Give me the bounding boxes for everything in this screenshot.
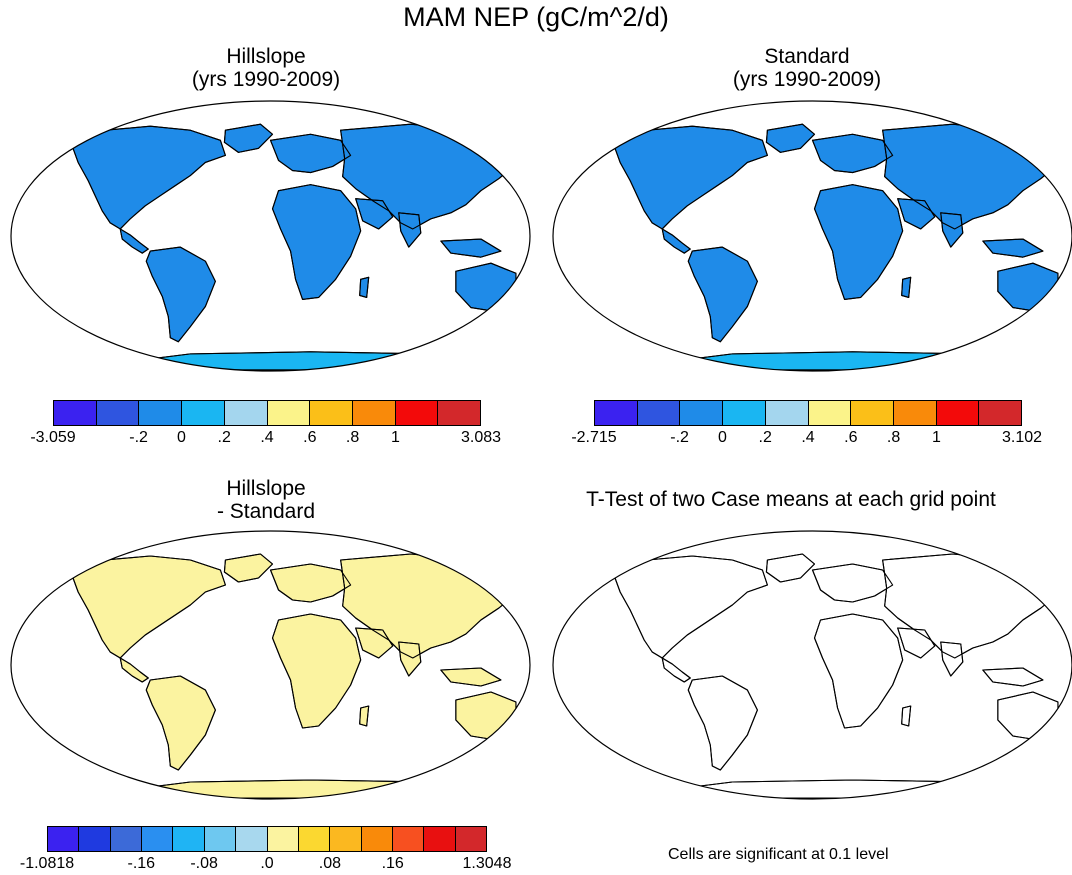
colorbar-tick-label: .4 bbox=[801, 429, 814, 447]
colorbar-tick-label: -1.0818 bbox=[20, 855, 74, 873]
colorbar-swatch bbox=[362, 827, 393, 851]
landmass-newZealand bbox=[520, 740, 527, 756]
colorbar-swatch bbox=[809, 401, 852, 425]
landmass-newZealand bbox=[1062, 312, 1069, 328]
colorbar-swatch bbox=[851, 401, 894, 425]
panel-title-line1: Hillslope bbox=[131, 45, 401, 68]
colorbar-tick-label: -.2 bbox=[670, 429, 689, 447]
colorbar-tick-label: -.2 bbox=[129, 429, 148, 447]
colorbar-swatch bbox=[456, 827, 486, 851]
panel-title-line2: - Standard bbox=[131, 500, 401, 523]
colorbar-swatch bbox=[299, 827, 330, 851]
colorbar-swatch bbox=[111, 827, 142, 851]
panel-title-line1: T-Test of two Case means at each grid po… bbox=[546, 488, 1036, 511]
colorbar-swatch bbox=[268, 827, 299, 851]
colorbar-difference bbox=[47, 826, 487, 852]
colorbar-tick-label: .4 bbox=[260, 429, 273, 447]
panel-title-line2: (yrs 1990-2009) bbox=[131, 68, 401, 91]
panel-title-ttest: T-Test of two Case means at each grid po… bbox=[546, 488, 1036, 511]
colorbar-swatch bbox=[680, 401, 723, 425]
panel-title-standard: Standard (yrs 1990-2009) bbox=[672, 45, 942, 91]
map-difference bbox=[10, 530, 531, 800]
colorbar-swatch bbox=[894, 401, 937, 425]
landmass-newZealand bbox=[520, 312, 527, 328]
colorbar-tick-label: .6 bbox=[303, 429, 316, 447]
colorbar-swatch bbox=[766, 401, 809, 425]
colorbar-tick-label: .0 bbox=[260, 855, 273, 873]
colorbar-tick-label: 1 bbox=[932, 429, 941, 447]
colorbar-swatch bbox=[310, 401, 353, 425]
colorbar-swatch bbox=[142, 827, 173, 851]
colorbar-tick-label: -2.715 bbox=[571, 429, 616, 447]
colorbar-swatch bbox=[424, 827, 455, 851]
colorbar-tick-label: -.08 bbox=[190, 855, 218, 873]
colorbar-swatch bbox=[330, 827, 361, 851]
colorbar-swatch bbox=[225, 401, 268, 425]
colorbar-swatch bbox=[393, 827, 424, 851]
colorbar-hillslope bbox=[53, 400, 481, 426]
landmass-newZealand bbox=[1062, 740, 1069, 756]
map-standard bbox=[552, 100, 1072, 372]
colorbar-tick-label: 0 bbox=[177, 429, 186, 447]
panel-title-line2: (yrs 1990-2009) bbox=[672, 68, 942, 91]
colorbar-tick-label: -3.059 bbox=[30, 429, 75, 447]
colorbar-swatch bbox=[268, 401, 311, 425]
colorbar-swatch bbox=[54, 401, 97, 425]
colorbar-swatch bbox=[236, 827, 267, 851]
colorbar-swatch bbox=[48, 827, 79, 851]
colorbar-swatch bbox=[139, 401, 182, 425]
colorbar-tick-label: 3.083 bbox=[461, 429, 501, 447]
colorbar-tick-label: .6 bbox=[844, 429, 857, 447]
panel-title-hillslope: Hillslope (yrs 1990-2009) bbox=[131, 45, 401, 91]
colorbar-tick-label: .16 bbox=[382, 855, 404, 873]
colorbar-swatch bbox=[595, 401, 638, 425]
panel-title-line1: Standard bbox=[672, 45, 942, 68]
map-hillslope bbox=[10, 100, 531, 372]
colorbar-tick-label: 0 bbox=[718, 429, 727, 447]
figure-title: MAM NEP (gC/m^2/d) bbox=[0, 2, 1072, 33]
colorbar-swatch bbox=[97, 401, 140, 425]
colorbar-swatch bbox=[79, 827, 110, 851]
colorbar-swatch bbox=[723, 401, 766, 425]
colorbar-swatch bbox=[173, 827, 204, 851]
colorbar-tick-label: .2 bbox=[218, 429, 231, 447]
colorbar-swatch bbox=[438, 401, 480, 425]
colorbar-tick-label: 1 bbox=[391, 429, 400, 447]
map-ttest bbox=[552, 530, 1072, 800]
colorbar-swatch bbox=[937, 401, 980, 425]
colorbar-swatch bbox=[205, 827, 236, 851]
panel-title-line1: Hillslope bbox=[131, 477, 401, 500]
colorbar-tick-label: -.16 bbox=[127, 855, 155, 873]
colorbar-tick-label: .8 bbox=[887, 429, 900, 447]
colorbar-tick-label: .8 bbox=[346, 429, 359, 447]
colorbar-swatch bbox=[638, 401, 681, 425]
colorbar-tick-label: 1.3048 bbox=[463, 855, 512, 873]
colorbar-tick-label: .2 bbox=[759, 429, 772, 447]
colorbar-tick-label: 3.102 bbox=[1002, 429, 1042, 447]
colorbar-standard bbox=[594, 400, 1022, 426]
colorbar-swatch bbox=[353, 401, 396, 425]
colorbar-swatch bbox=[396, 401, 439, 425]
panel-title-difference: Hillslope - Standard bbox=[131, 477, 401, 523]
colorbar-swatch bbox=[182, 401, 225, 425]
colorbar-swatch bbox=[979, 401, 1021, 425]
colorbar-tick-label: .08 bbox=[319, 855, 341, 873]
significance-note: Cells are significant at 0.1 level bbox=[668, 846, 889, 864]
